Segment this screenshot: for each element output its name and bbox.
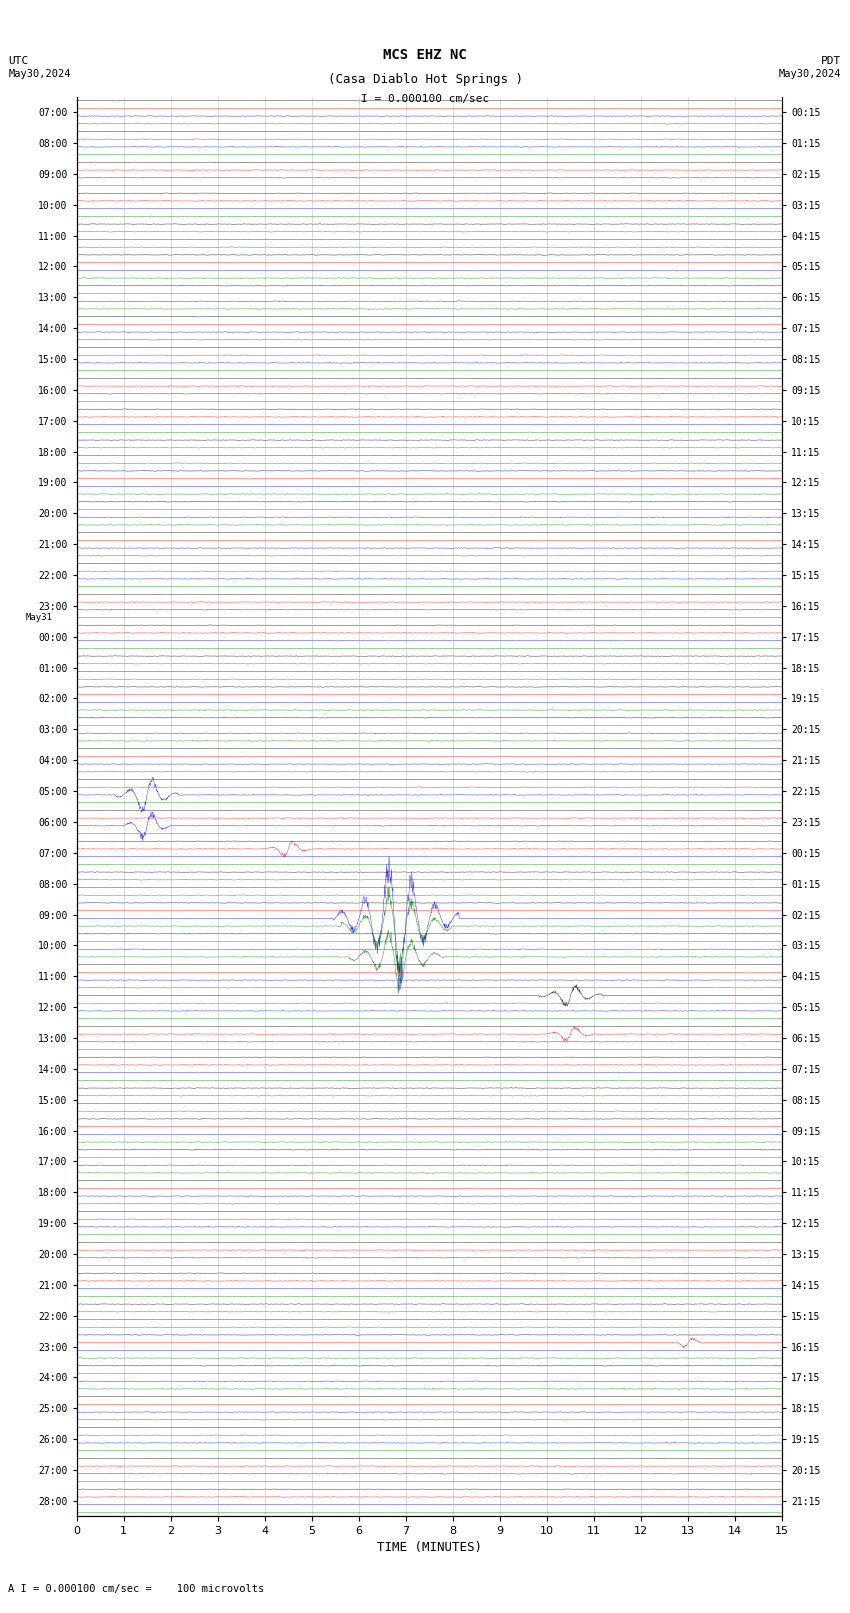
X-axis label: TIME (MINUTES): TIME (MINUTES)	[377, 1542, 482, 1555]
Text: MCS EHZ NC: MCS EHZ NC	[383, 48, 467, 63]
Text: A I = 0.000100 cm/sec =    100 microvolts: A I = 0.000100 cm/sec = 100 microvolts	[8, 1584, 264, 1594]
Text: (Casa Diablo Hot Springs ): (Casa Diablo Hot Springs )	[327, 73, 523, 85]
Text: May30,2024: May30,2024	[779, 69, 842, 79]
Text: May30,2024: May30,2024	[8, 69, 71, 79]
Text: UTC: UTC	[8, 56, 29, 66]
Text: May31: May31	[26, 613, 53, 623]
Text: I = 0.000100 cm/sec: I = 0.000100 cm/sec	[361, 94, 489, 103]
Text: PDT: PDT	[821, 56, 842, 66]
